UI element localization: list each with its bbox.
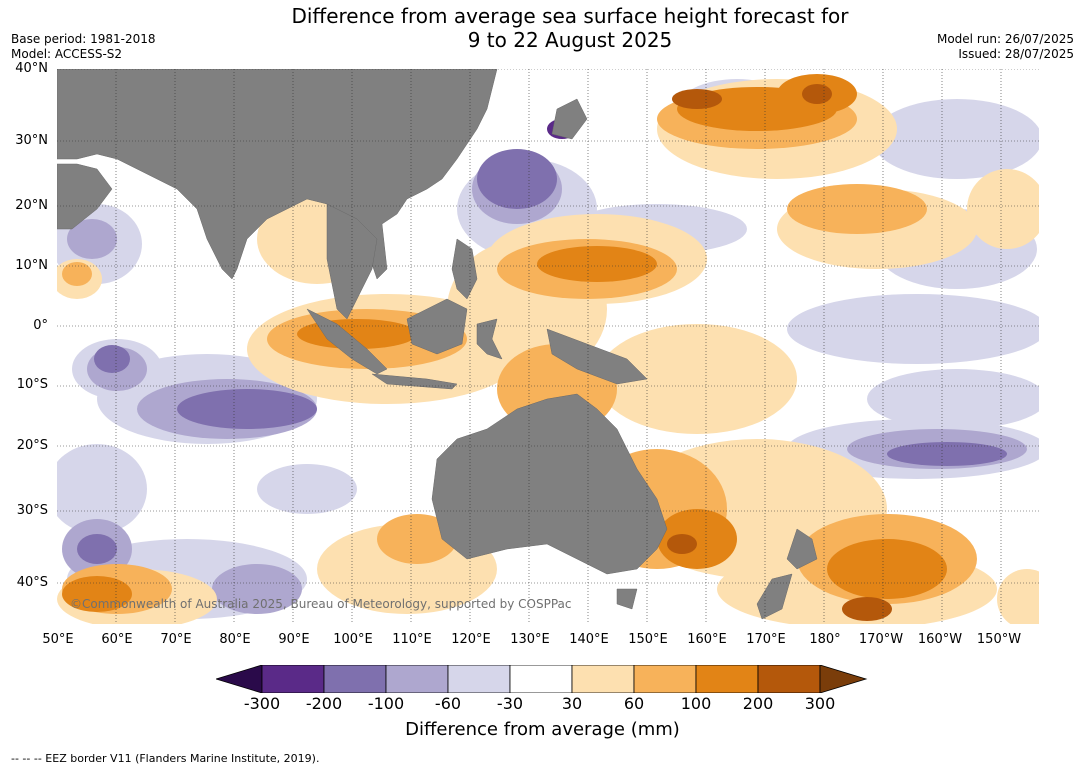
lon-label-80e: 80°E <box>219 632 251 647</box>
anomaly-pos-200 <box>667 84 892 621</box>
lon-label-140e: 140°E <box>569 632 609 647</box>
landmasses <box>56 68 818 620</box>
model-run: Model run: 26/07/2025 <box>936 32 1074 46</box>
lon-label-90e: 90°E <box>278 632 310 647</box>
lat-label-10n: 10°N <box>15 258 48 273</box>
land-arabia <box>56 163 113 230</box>
forecast-map <box>47 68 1057 629</box>
colorbar-bin-9 <box>757 664 821 694</box>
lat-label-30n: 30°N <box>15 133 48 148</box>
title-line-2: 9 to 22 August 2025 <box>467 28 673 52</box>
colorbar-bin-6 <box>571 664 635 694</box>
colorbar-svg <box>214 664 868 694</box>
colorbar-tick-neg300: -300 <box>243 694 281 713</box>
lat-label-10s: 10°S <box>16 377 48 392</box>
land-philippines <box>451 238 478 300</box>
lon-label-180: 180° <box>809 632 841 647</box>
colorbar-bin-7 <box>633 664 697 694</box>
colorbar-tick-neg60: -60 <box>434 694 462 713</box>
colorbar-bin-3 <box>385 664 449 694</box>
lon-label-130e: 130°E <box>510 632 550 647</box>
land-java <box>371 373 458 390</box>
land-australia <box>431 393 668 575</box>
lon-label-170e: 170°E <box>746 632 786 647</box>
colorbar-tick-30: 30 <box>561 694 583 713</box>
colorbar-tick-200: 200 <box>742 694 774 713</box>
colorbar-max-arrow <box>819 664 868 694</box>
lon-label-100e: 100°E <box>333 632 373 647</box>
colorbar-bin-8 <box>695 664 759 694</box>
colorbar-bin-1 <box>261 664 325 694</box>
base-period: Base period: 1981-2018 <box>11 32 156 46</box>
colorbar-bin-4 <box>447 664 511 694</box>
colorbar-tick-60: 60 <box>623 694 645 713</box>
graticule <box>57 68 1039 624</box>
colorbar-bin-2 <box>323 664 387 694</box>
eez-footnote: -- -- -- EEZ border V11 (Flanders Marine… <box>11 752 320 765</box>
lat-label-0: 0° <box>33 318 48 333</box>
lon-label-50e: 50°E <box>42 632 74 647</box>
meta-left: Base period: 1981-2018 Model: ACCESS-S2 <box>11 32 156 62</box>
lat-label-20n: 20°N <box>15 198 48 213</box>
lat-label-40s: 40°S <box>16 575 48 590</box>
colorbar-tick-neg100: -100 <box>367 694 405 713</box>
colorbar <box>214 664 870 694</box>
land-sumatra <box>306 308 388 375</box>
lon-label-60e: 60°E <box>101 632 133 647</box>
colorbar-tick-neg30: -30 <box>496 694 524 713</box>
lon-label-170w: 170°W <box>858 632 904 647</box>
lon-label-110e: 110°E <box>392 632 432 647</box>
copyright-notice: ©Commonwealth of Australia 2025, Bureau … <box>70 597 572 611</box>
land-tasmania <box>616 588 638 610</box>
lon-label-120e: 120°E <box>451 632 491 647</box>
lat-label-40n: 40°N <box>15 61 48 76</box>
colorbar-min-arrow <box>214 664 263 694</box>
title-line-1: Difference from average sea surface heig… <box>291 4 849 28</box>
lat-label-30s: 30°S <box>16 503 48 518</box>
lon-label-150e: 150°E <box>628 632 668 647</box>
map-svg <box>47 68 1057 629</box>
land-borneo <box>406 298 468 355</box>
model-name: Model: ACCESS-S2 <box>11 47 123 61</box>
lon-label-160e: 160°E <box>687 632 727 647</box>
anomaly-neg-100 <box>77 149 1007 564</box>
land-asia <box>56 68 498 280</box>
lon-label-70e: 70°E <box>160 632 192 647</box>
colorbar-tick-100: 100 <box>680 694 712 713</box>
colorbar-bin-5 <box>509 664 573 694</box>
lon-label-150w: 150°W <box>976 632 1022 647</box>
land-new-guinea <box>546 328 648 385</box>
colorbar-title: Difference from average (mm) <box>405 719 680 740</box>
meta-right: Model run: 26/07/2025 Issued: 28/07/2025 <box>937 32 1074 62</box>
land-new-zealand <box>756 528 818 620</box>
lon-label-160w: 160°W <box>917 632 963 647</box>
land-japan <box>551 98 588 140</box>
colorbar-tick-300: 300 <box>804 694 836 713</box>
chart-title: Difference from average sea surface heig… <box>220 4 920 52</box>
land-sulawesi <box>476 318 503 360</box>
issued-date: Issued: 28/07/2025 <box>958 47 1074 61</box>
lat-label-20s: 20°S <box>16 438 48 453</box>
colorbar-tick-neg200: -200 <box>305 694 343 713</box>
